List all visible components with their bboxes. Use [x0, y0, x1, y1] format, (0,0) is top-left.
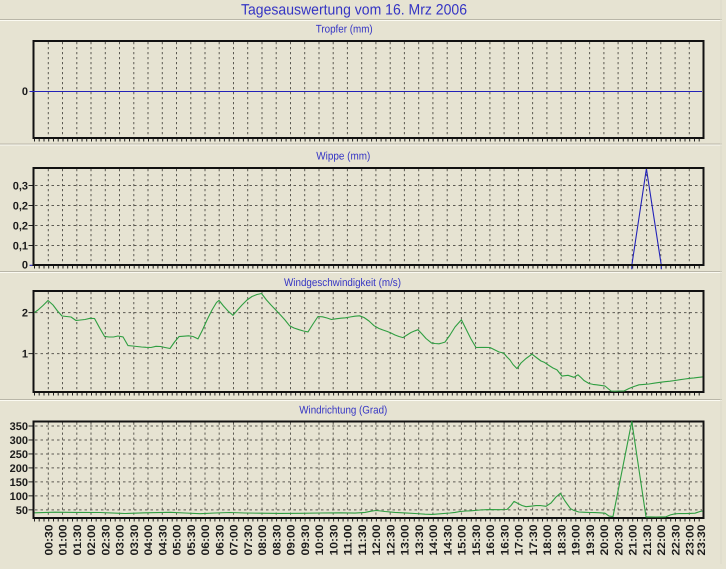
svg-text:250: 250: [10, 449, 28, 461]
svg-text:100: 100: [10, 491, 28, 503]
svg-text:12:30: 12:30: [385, 525, 397, 556]
svg-text:11:00: 11:00: [343, 525, 355, 556]
svg-text:14:30: 14:30: [442, 525, 454, 556]
svg-text:14:00: 14:00: [428, 525, 440, 556]
svg-text:01:00: 01:00: [58, 525, 70, 556]
svg-text:0,1: 0,1: [13, 241, 28, 253]
svg-text:06:00: 06:00: [200, 525, 212, 556]
svg-text:2: 2: [22, 308, 28, 320]
svg-text:1: 1: [22, 349, 28, 361]
svg-text:15:00: 15:00: [457, 525, 469, 556]
svg-text:20:00: 20:00: [599, 525, 611, 556]
svg-text:01:30: 01:30: [72, 525, 84, 556]
svg-text:13:00: 13:00: [400, 525, 412, 556]
svg-text:23:00: 23:00: [685, 525, 697, 556]
svg-text:07:30: 07:30: [243, 525, 255, 556]
svg-text:02:30: 02:30: [101, 525, 113, 556]
svg-text:23:30: 23:30: [696, 525, 708, 556]
svg-text:Windgeschwindigkeit (m/s): Windgeschwindigkeit (m/s): [284, 277, 401, 289]
svg-text:18:30: 18:30: [556, 525, 568, 556]
svg-text:02:00: 02:00: [86, 525, 98, 556]
svg-text:150: 150: [10, 477, 28, 489]
svg-text:Tropfer (mm): Tropfer (mm): [316, 24, 373, 36]
svg-text:21:30: 21:30: [642, 525, 654, 556]
svg-text:08:30: 08:30: [271, 525, 283, 556]
svg-text:19:00: 19:00: [571, 525, 583, 556]
svg-text:11:30: 11:30: [357, 525, 369, 556]
svg-text:17:00: 17:00: [514, 525, 526, 556]
svg-text:350: 350: [10, 421, 28, 433]
svg-text:06:30: 06:30: [214, 525, 226, 556]
svg-text:20:30: 20:30: [613, 525, 625, 556]
svg-text:16:30: 16:30: [499, 525, 511, 556]
svg-text:0: 0: [22, 260, 28, 272]
svg-text:Windrichtung (Grad): Windrichtung (Grad): [299, 405, 387, 417]
svg-text:09:00: 09:00: [286, 525, 298, 556]
svg-text:08:00: 08:00: [257, 525, 269, 556]
svg-text:15:30: 15:30: [471, 525, 483, 556]
svg-text:Wippe (mm): Wippe (mm): [316, 151, 370, 163]
svg-text:19:30: 19:30: [585, 525, 597, 556]
svg-text:0,3: 0,3: [13, 181, 28, 193]
svg-text:10:30: 10:30: [328, 525, 340, 556]
svg-text:0,2: 0,2: [13, 221, 28, 233]
svg-text:300: 300: [10, 435, 28, 447]
svg-text:13:30: 13:30: [414, 525, 426, 556]
svg-text:21:00: 21:00: [628, 525, 640, 556]
svg-text:04:30: 04:30: [158, 525, 170, 556]
svg-text:09:30: 09:30: [300, 525, 312, 556]
svg-text:03:30: 03:30: [129, 525, 141, 556]
svg-text:0,2: 0,2: [13, 201, 28, 213]
svg-text:17:30: 17:30: [528, 525, 540, 556]
svg-text:50: 50: [16, 505, 28, 517]
svg-text:00:30: 00:30: [44, 525, 56, 556]
svg-text:05:00: 05:00: [172, 525, 184, 556]
svg-text:0: 0: [22, 86, 28, 98]
svg-text:18:00: 18:00: [542, 525, 554, 556]
svg-text:04:00: 04:00: [143, 525, 155, 556]
svg-text:12:00: 12:00: [371, 525, 383, 556]
svg-text:16:00: 16:00: [485, 525, 497, 556]
svg-text:03:00: 03:00: [115, 525, 127, 556]
svg-text:22:30: 22:30: [670, 525, 682, 556]
svg-text:10:00: 10:00: [314, 525, 326, 556]
svg-text:22:00: 22:00: [656, 525, 668, 556]
svg-text:200: 200: [10, 463, 28, 475]
svg-text:Tagesauswertung vom 16. Mrz 20: Tagesauswertung vom 16. Mrz 2006: [241, 2, 467, 19]
svg-text:07:00: 07:00: [229, 525, 241, 556]
svg-text:05:30: 05:30: [186, 525, 198, 556]
